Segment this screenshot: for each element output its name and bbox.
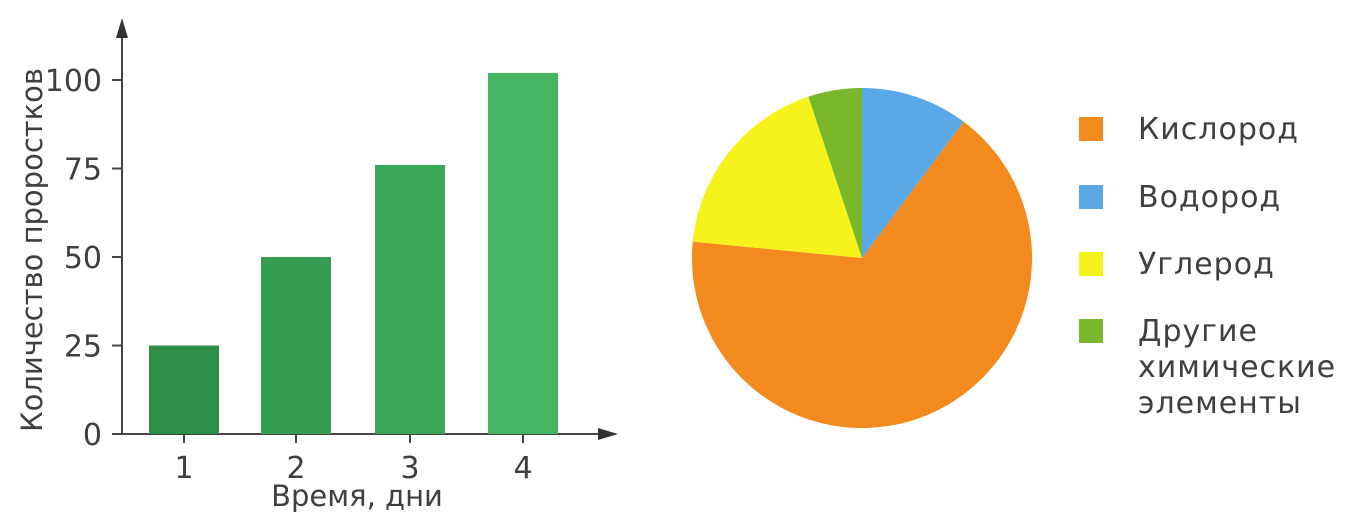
legend-label-line: Другие <box>1138 314 1258 349</box>
y-tick-label: 100 <box>45 64 102 99</box>
legend-label: Другие химические элементы <box>1138 314 1336 421</box>
legend-label: Углерод <box>1138 247 1275 282</box>
y-axis-arrow <box>116 18 128 38</box>
bar <box>375 164 445 434</box>
bar-chart: 0 25 50 75 100 1 2 3 4 Время, дни Количество пр… <box>15 18 618 513</box>
legend: Кислород Водород Углерод Другие химические эл… <box>1079 112 1336 421</box>
legend-swatch <box>1079 117 1103 141</box>
y-tick-label: 75 <box>64 153 102 188</box>
x-tick-label: 1 <box>174 451 193 486</box>
bar <box>261 257 331 434</box>
y-ticks: 0 25 50 75 100 <box>45 64 122 453</box>
bar <box>488 72 558 435</box>
legend-label-line: Углерод <box>1138 247 1275 282</box>
pie-slice <box>808 88 862 258</box>
bars <box>149 72 558 435</box>
y-tick-label: 0 <box>83 418 102 453</box>
x-ticks: 1 2 3 4 <box>174 434 533 486</box>
pie-slice <box>692 96 862 258</box>
legend-label: Кислород <box>1138 112 1299 147</box>
bar <box>149 345 219 434</box>
legend-label-line: Кислород <box>1138 112 1299 147</box>
y-axis-label: Количество проростков <box>15 68 49 432</box>
legend-swatch <box>1079 185 1103 209</box>
y-tick-label: 50 <box>64 241 102 276</box>
pie-chart <box>692 88 1033 429</box>
legend-swatch <box>1079 252 1103 276</box>
legend-label-line: химические <box>1138 350 1336 385</box>
legend-label-line: элементы <box>1138 386 1302 421</box>
x-axis-label: Время, дни <box>271 479 443 513</box>
x-tick-label: 3 <box>400 451 419 486</box>
x-tick-label: 4 <box>513 451 532 486</box>
x-tick-label: 2 <box>286 451 305 486</box>
legend-label-line: Водород <box>1138 180 1281 215</box>
pie-slices <box>692 88 1033 429</box>
y-tick-label: 25 <box>64 330 102 365</box>
legend-label: Водород <box>1138 180 1281 215</box>
pie-slice <box>692 121 1033 429</box>
legend-swatch <box>1079 319 1103 343</box>
x-axis-arrow <box>598 428 618 440</box>
pie-slice <box>862 88 964 258</box>
